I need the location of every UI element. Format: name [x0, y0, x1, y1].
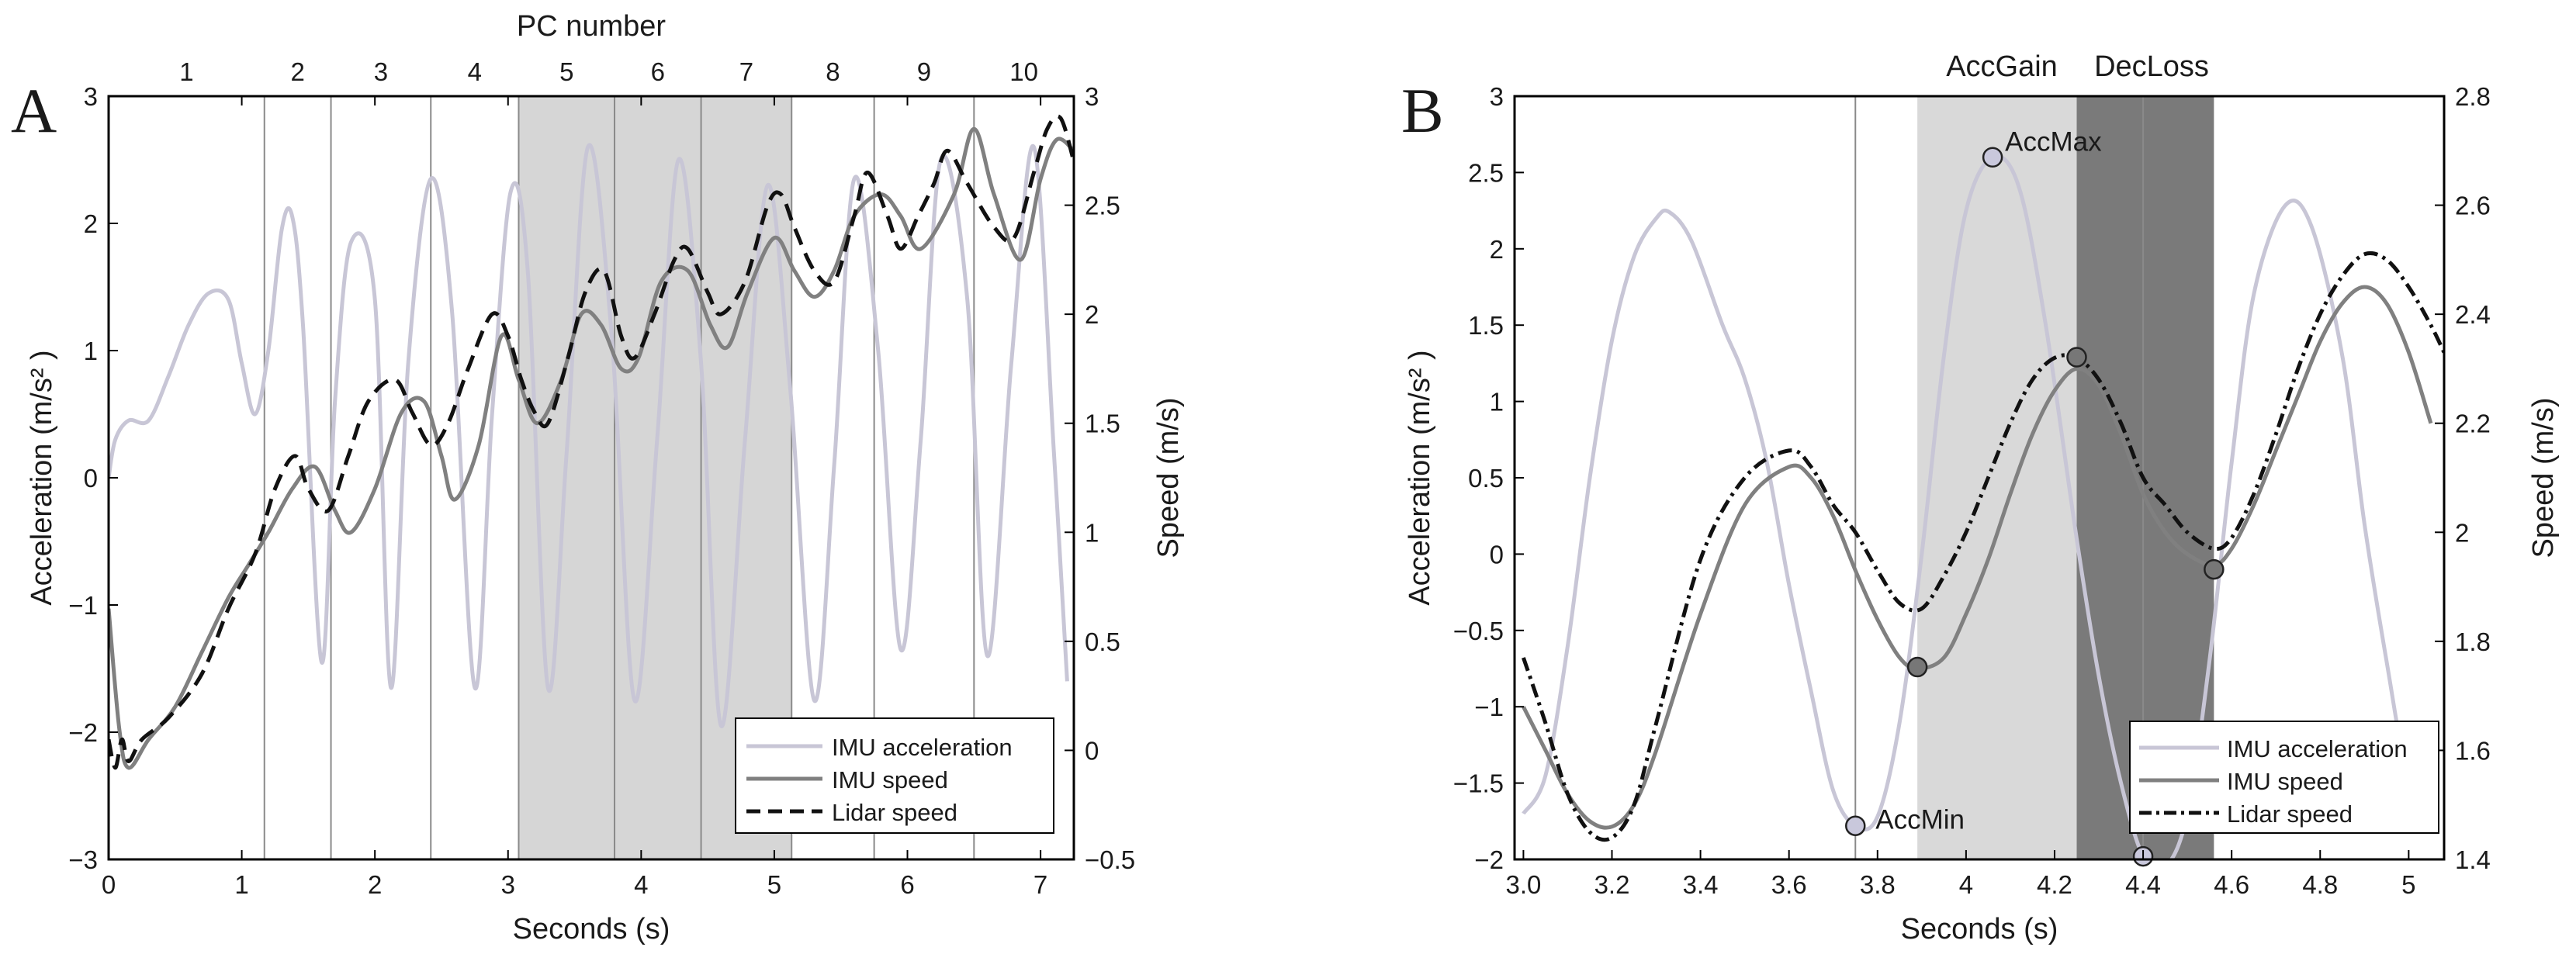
- annotation-accmax: AccMax: [2005, 127, 2102, 157]
- y-tick-label: 1.5: [1468, 311, 1504, 340]
- x-tick-label: 5: [2401, 870, 2415, 899]
- pc-number-label: 8: [826, 57, 840, 86]
- y2-tick-label: 2.5: [1085, 192, 1120, 220]
- y2-tick-label: 1.5: [1085, 410, 1120, 438]
- y2-tick-label: 1.4: [2455, 845, 2491, 874]
- pc-number-label: 7: [739, 57, 753, 86]
- panel-b-region-label-accgain: AccGain: [1946, 50, 2058, 83]
- legend-label-imu-speed: IMU speed: [832, 766, 948, 793]
- y-tick-label: −0.5: [1453, 617, 1504, 645]
- y2-tick-label: 0.5: [1085, 627, 1120, 656]
- legend-label-imu-acceleration: IMU acceleration: [2227, 735, 2408, 762]
- pc-number-label: 9: [917, 57, 931, 86]
- y-tick-label: −1.5: [1453, 769, 1504, 798]
- x-tick-label: 3.0: [1505, 870, 1541, 899]
- panel-a-x-label: Seconds (s): [513, 913, 670, 945]
- panel-b: B −2 −1.5 −1 −0.5 0 0.5 1 1.5 2 2.5 3 1.4 1.6 1.8 2 2.2…: [1401, 50, 2560, 945]
- y2-tick-label: 2: [1085, 300, 1099, 329]
- y-tick-label: 3: [1490, 82, 1504, 111]
- x-tick-label: 4: [1959, 870, 1973, 899]
- series-imu-acceleration: [1522, 154, 2433, 859]
- y-tick-label: 0.5: [1468, 464, 1504, 493]
- panel-a-top-label: PC number: [517, 10, 667, 43]
- pc-number-label: 6: [651, 57, 665, 86]
- event-marker: [2204, 558, 2225, 580]
- panel-b-legend: IMU acceleration IMU speed Lidar speed: [2129, 721, 2439, 834]
- y-tick-label: 1: [1490, 388, 1504, 417]
- x-tick-label: 4.8: [2302, 870, 2338, 899]
- pc-number-label: 2: [290, 57, 304, 86]
- series-lidar-speed: [109, 114, 1074, 770]
- x-tick-label: 3: [501, 870, 515, 899]
- x-tick-label: 4.4: [2125, 870, 2161, 899]
- y-tick-label: 2: [84, 209, 98, 238]
- y2-tick-label: 1: [1085, 518, 1099, 547]
- panel-b-letter: B: [1401, 75, 1444, 146]
- y2-tick-label: −0.5: [1085, 845, 1135, 874]
- y2-tick-label: 3: [1085, 82, 1099, 111]
- series-imu-acceleration: [109, 143, 1069, 728]
- series-lidar-speed: [1522, 251, 2444, 842]
- legend-label-imu-acceleration: IMU acceleration: [832, 734, 1013, 761]
- y-tick-label: −1: [68, 591, 98, 620]
- x-tick-label: 2: [368, 870, 382, 899]
- x-tick-label: 4.6: [2214, 870, 2249, 899]
- panel-a-letter: A: [11, 75, 57, 146]
- event-marker: [1906, 656, 1928, 678]
- x-tick-label: 5: [767, 870, 781, 899]
- y2-tick-label: 1.8: [2455, 627, 2491, 656]
- y2-tick-label: 2.4: [2455, 300, 2491, 329]
- y2-tick-label: 2.8: [2455, 82, 2491, 111]
- pc-number-label: 5: [559, 57, 573, 86]
- y2-tick-label: 2.6: [2455, 192, 2491, 220]
- pc-number-label: 3: [374, 57, 388, 86]
- y-tick-label: 0: [1490, 540, 1504, 569]
- panel-a-y-label: Acceleration (m/s² ): [26, 350, 58, 605]
- x-tick-label: 3.6: [1771, 870, 1807, 899]
- y2-tick-label: 2: [2455, 518, 2469, 547]
- y-tick-label: 1: [84, 337, 98, 365]
- x-tick-label: 6: [900, 870, 914, 899]
- x-tick-label: 0: [102, 870, 116, 899]
- x-tick-label: 7: [1034, 870, 1047, 899]
- x-tick-label: 3.8: [1860, 870, 1896, 899]
- panel-b-y2-label: Speed (m/s): [2527, 398, 2560, 558]
- panel-a-y2-label: Speed (m/s): [1152, 398, 1185, 558]
- legend-label-imu-speed: IMU speed: [2227, 768, 2343, 795]
- y-tick-label: 0: [84, 464, 98, 493]
- y2-tick-label: 0: [1085, 736, 1099, 765]
- x-tick-label: 1: [234, 870, 248, 899]
- y-tick-label: −3: [68, 845, 98, 874]
- y-tick-label: 3: [84, 82, 98, 111]
- event-marker: [1982, 147, 2003, 168]
- series-imu-speed: [1522, 285, 2433, 830]
- y-tick-label: 2: [1490, 235, 1504, 264]
- legend-label-lidar-speed: Lidar speed: [2227, 800, 2353, 828]
- legend-label-lidar-speed: Lidar speed: [832, 799, 957, 826]
- y-tick-label: −2: [1474, 845, 1504, 874]
- panel-a: A 1 2 3 4 5 6 7 8 9 10−3−2−10123−0.500.511.522.53…: [11, 10, 1185, 945]
- pc-number-label: 10: [1009, 57, 1038, 86]
- y2-tick-label: 1.6: [2455, 736, 2491, 765]
- event-marker: [1845, 815, 1866, 836]
- panel-b-x-label: Seconds (s): [1901, 913, 2058, 945]
- panel-a-legend: IMU acceleration IMU speed Lidar speed: [735, 717, 1054, 834]
- region-accgain: [1917, 96, 2077, 859]
- event-marker: [2066, 347, 2087, 368]
- annotation-accmin: AccMin: [1875, 805, 1965, 835]
- y-tick-label: −2: [68, 718, 98, 747]
- panel-b-region-label-decloss: DecLoss: [2094, 50, 2209, 83]
- x-tick-label: 3.4: [1683, 870, 1719, 899]
- panel-b-y-label: Acceleration (m/s² ): [1404, 350, 1436, 605]
- y-tick-label: 2.5: [1468, 158, 1504, 187]
- pc-number-label: 1: [179, 57, 193, 86]
- pc-number-label: 4: [468, 57, 482, 86]
- x-tick-label: 4: [634, 870, 648, 899]
- x-tick-label: 4.2: [2037, 870, 2072, 899]
- y-tick-label: −1: [1474, 693, 1504, 721]
- y2-tick-label: 2.2: [2455, 410, 2491, 438]
- x-tick-label: 3.2: [1594, 870, 1630, 899]
